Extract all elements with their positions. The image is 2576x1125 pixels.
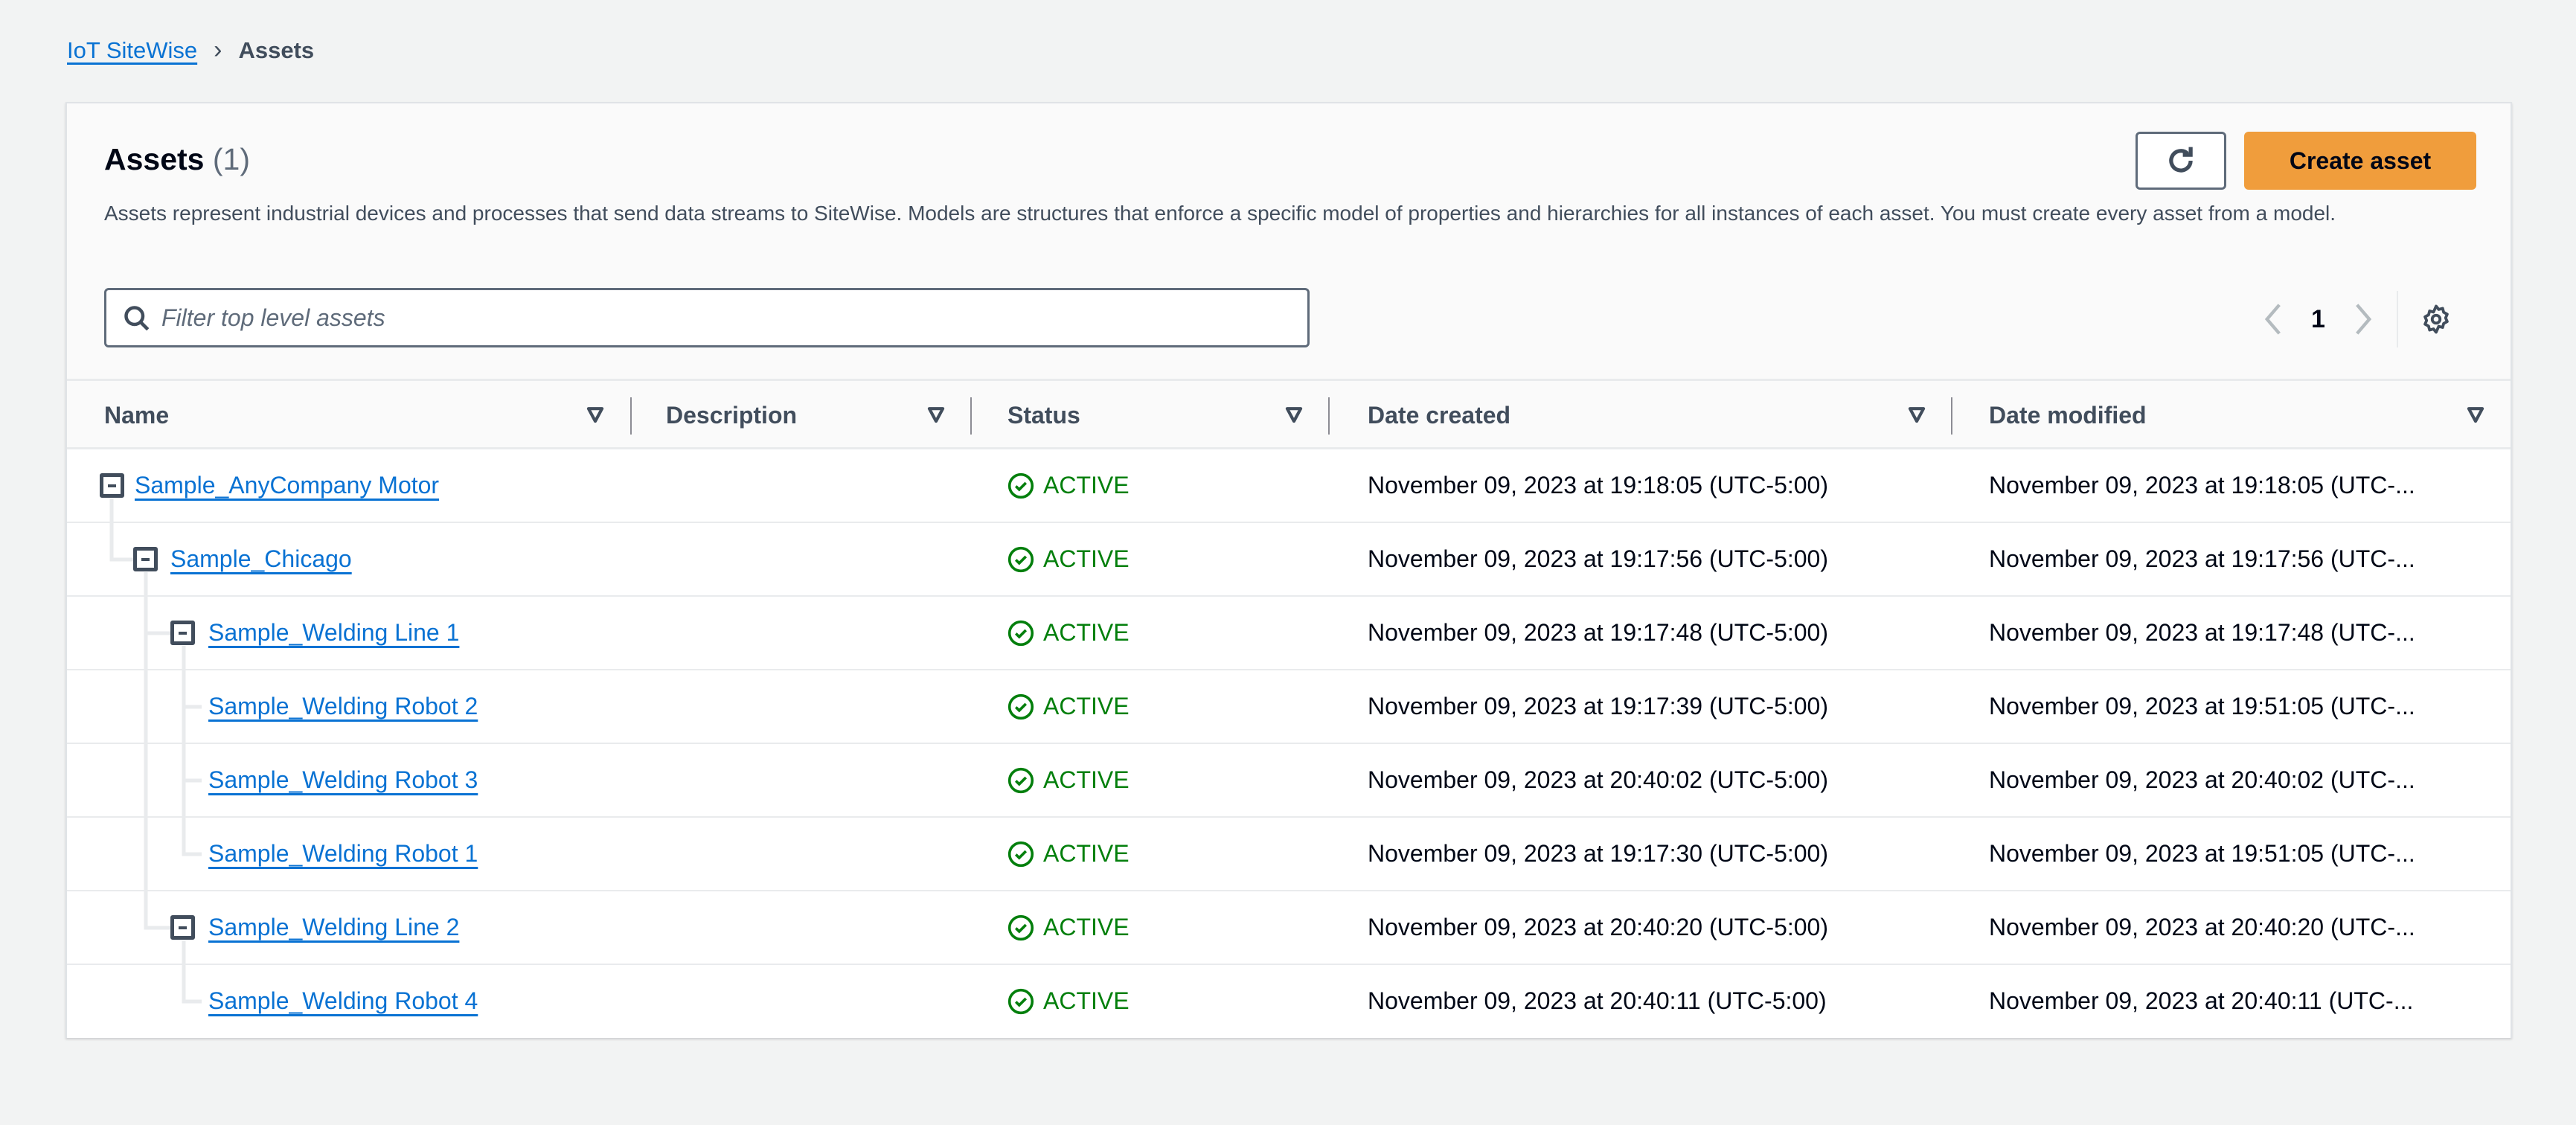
date-modified: November 09, 2023 at 19:17:48 (UTC-...	[1989, 619, 2415, 646]
assets-panel: Assets (1) Assets represent industrial d…	[65, 102, 2512, 1038]
refresh-button[interactable]	[2136, 132, 2226, 190]
asset-link[interactable]: Sample_Chicago	[170, 545, 352, 572]
tree-guide-lines	[109, 499, 202, 1004]
page-title: Assets (1)	[104, 142, 250, 177]
status-text: ACTIVE	[1043, 766, 1130, 793]
search-input[interactable]	[160, 303, 1279, 333]
date-modified: November 09, 2023 at 19:51:05 (UTC-...	[1989, 693, 2415, 719]
asset-link[interactable]: Sample_Welding Line 1	[208, 619, 460, 646]
check-circle-icon	[1007, 546, 1034, 572]
check-circle-icon	[1007, 914, 1034, 940]
status-badge: ACTIVE	[1007, 891, 1130, 964]
column-header-status[interactable]: Status	[1007, 401, 1080, 429]
collapse-toggle-icon[interactable]	[100, 473, 124, 498]
asset-count: (1)	[212, 142, 250, 176]
next-page-icon[interactable]	[2352, 303, 2374, 336]
create-asset-button[interactable]: Create asset	[2244, 132, 2476, 190]
asset-link[interactable]: Sample_Welding Robot 2	[208, 693, 478, 719]
status-badge: ACTIVE	[1007, 597, 1130, 669]
pagination: 1	[2262, 291, 2452, 347]
status-badge: ACTIVE	[1007, 523, 1130, 595]
date-created: November 09, 2023 at 19:18:05 (UTC-5:00)	[1368, 472, 1828, 499]
asset-link[interactable]: Sample_AnyCompany Motor	[135, 472, 440, 499]
column-header-name[interactable]: Name	[104, 401, 170, 429]
status-text: ACTIVE	[1043, 840, 1130, 867]
sort-icon[interactable]	[2466, 405, 2485, 424]
check-circle-icon	[1007, 767, 1034, 793]
search-icon	[124, 306, 150, 331]
status-text: ACTIVE	[1043, 545, 1130, 572]
asset-link[interactable]: Sample_Welding Robot 1	[208, 840, 478, 867]
status-badge: ACTIVE	[1007, 449, 1130, 522]
breadcrumb-current: Assets	[238, 36, 315, 63]
breadcrumb: IoT SiteWise › Assets	[67, 36, 314, 65]
date-created: November 09, 2023 at 19:17:56 (UTC-5:00)	[1368, 545, 1828, 572]
date-created: November 09, 2023 at 19:17:39 (UTC-5:00)	[1368, 693, 1828, 719]
table-row: Sample_Welding Line 1 ACTIVE November 09, …	[67, 597, 2511, 670]
sort-icon[interactable]	[1284, 405, 1304, 424]
collapse-toggle-icon[interactable]	[133, 547, 158, 571]
previous-page-icon[interactable]	[2262, 303, 2284, 336]
table-row: Sample_Welding Robot 4 ACTIVE November 09,…	[67, 965, 2511, 1039]
date-modified: November 09, 2023 at 19:17:56 (UTC-...	[1989, 545, 2415, 572]
breadcrumb-iot-sitewise[interactable]: IoT SiteWise	[67, 36, 198, 63]
status-text: ACTIVE	[1043, 693, 1130, 719]
asset-link[interactable]: Sample_Welding Line 2	[208, 914, 460, 940]
page-number[interactable]: 1	[2311, 304, 2325, 333]
asset-link[interactable]: Sample_Welding Robot 3	[208, 766, 478, 793]
collapse-toggle-icon[interactable]	[170, 915, 195, 940]
status-text: ACTIVE	[1043, 472, 1130, 499]
pagination-divider	[2396, 291, 2398, 347]
column-divider[interactable]	[1328, 397, 1330, 435]
table-row: Sample_AnyCompany Motor ACTIVE November 09…	[67, 449, 2511, 523]
status-text: ACTIVE	[1043, 914, 1130, 940]
check-circle-icon	[1007, 693, 1034, 719]
date-created: November 09, 2023 at 20:40:11 (UTC-5:00)	[1368, 987, 1827, 1014]
sort-icon[interactable]	[586, 405, 605, 424]
column-divider[interactable]	[1951, 397, 1952, 435]
check-circle-icon	[1007, 620, 1034, 646]
chevron-right-icon: ›	[214, 36, 222, 64]
status-badge: ACTIVE	[1007, 818, 1130, 890]
table-row: Sample_Welding Robot 1 ACTIVE November 09,…	[67, 818, 2511, 891]
column-header-date-created[interactable]: Date created	[1368, 401, 1511, 429]
date-created: November 09, 2023 at 20:40:02 (UTC-5:00)	[1368, 766, 1828, 793]
date-modified: November 09, 2023 at 20:40:20 (UTC-...	[1989, 914, 2415, 940]
table-row: Sample_Welding Robot 2 ACTIVE November 09,…	[67, 670, 2511, 744]
check-circle-icon	[1007, 841, 1034, 867]
asset-link[interactable]: Sample_Welding Robot 4	[208, 987, 478, 1014]
search-field[interactable]	[104, 288, 1310, 347]
collapse-toggle-icon[interactable]	[170, 621, 195, 645]
title-text: Assets	[104, 142, 205, 176]
page-description: Assets represent industrial devices and …	[104, 202, 2336, 225]
table-row: Sample_Chicago ACTIVE November 09, 2023 at…	[67, 523, 2511, 597]
table-header: Name Description Status Date created Dat…	[67, 379, 2511, 449]
column-divider[interactable]	[630, 397, 632, 435]
date-modified: November 09, 2023 at 20:40:02 (UTC-...	[1989, 766, 2415, 793]
status-badge: ACTIVE	[1007, 965, 1130, 1037]
column-header-description[interactable]: Description	[666, 401, 798, 429]
sort-icon[interactable]	[926, 405, 946, 424]
status-badge: ACTIVE	[1007, 744, 1130, 816]
status-text: ACTIVE	[1043, 987, 1130, 1014]
date-modified: November 09, 2023 at 19:18:05 (UTC-...	[1989, 472, 2415, 499]
check-circle-icon	[1007, 472, 1034, 499]
date-created: November 09, 2023 at 19:17:30 (UTC-5:00)	[1368, 840, 1828, 867]
assets-table-body: Sample_AnyCompany Motor ACTIVE November 09…	[67, 449, 2511, 1038]
table-row: Sample_Welding Robot 3 ACTIVE November 09,…	[67, 744, 2511, 818]
sort-icon[interactable]	[1907, 405, 1926, 424]
date-created: November 09, 2023 at 20:40:20 (UTC-5:00)	[1368, 914, 1828, 940]
refresh-icon	[2169, 147, 2193, 173]
gear-icon[interactable]	[2420, 304, 2452, 335]
status-badge: ACTIVE	[1007, 670, 1130, 743]
date-modified: November 09, 2023 at 19:51:05 (UTC-...	[1989, 840, 2415, 867]
check-circle-icon	[1007, 988, 1034, 1014]
column-header-date-modified[interactable]: Date modified	[1989, 401, 2147, 429]
date-created: November 09, 2023 at 19:17:48 (UTC-5:00)	[1368, 619, 1828, 646]
table-row: Sample_Welding Line 2 ACTIVE November 09, …	[67, 891, 2511, 965]
status-text: ACTIVE	[1043, 619, 1130, 646]
date-modified: November 09, 2023 at 20:40:11 (UTC-...	[1989, 987, 2414, 1014]
column-divider[interactable]	[970, 397, 972, 435]
